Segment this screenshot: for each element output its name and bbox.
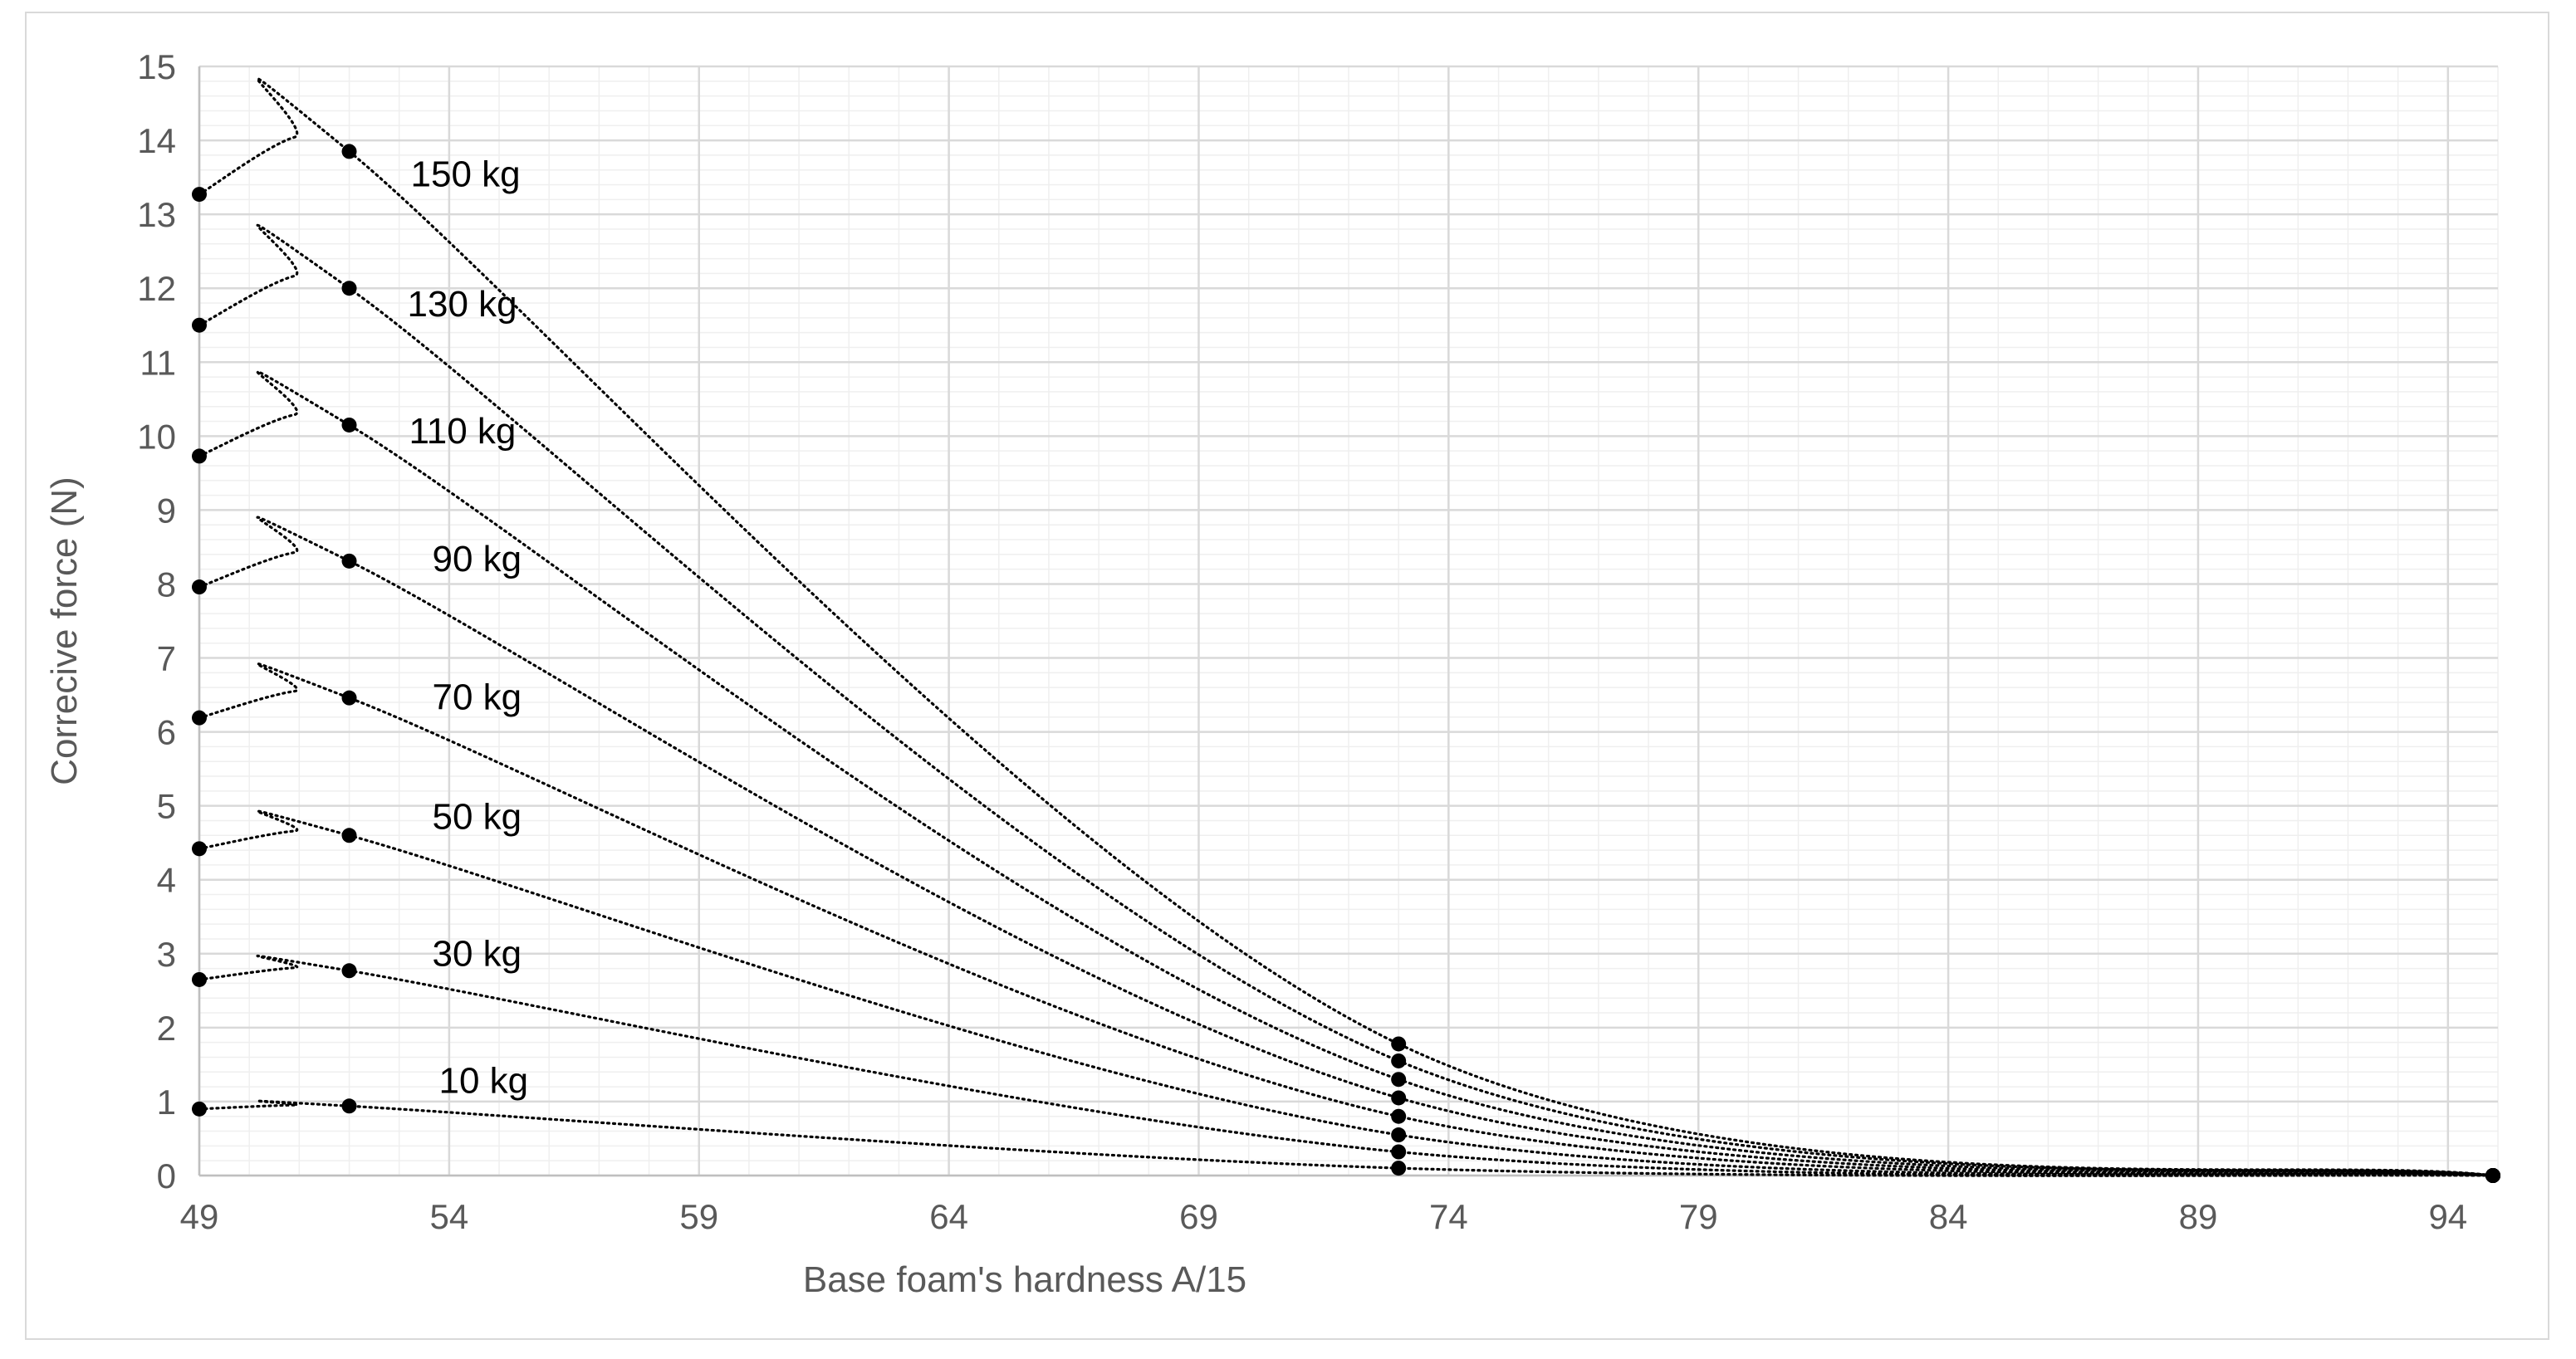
series-labels: 10 kg 30 kg 50 kg 70 kg 90 kg 110 kg 130 kg 150… — [408, 154, 529, 1101]
series-line-30-kg — [198, 954, 2495, 1177]
x-tick-label: 84 — [1929, 1197, 1968, 1236]
data-point-150-kg — [341, 144, 357, 159]
y-tick-label: 11 — [140, 343, 176, 382]
x-tick-label: 74 — [1429, 1197, 1468, 1236]
y-tick-label: 13 — [137, 195, 176, 234]
y-tick-label: 5 — [157, 787, 176, 826]
y-tick-label: 14 — [137, 121, 176, 160]
series-label-10-kg: 10 kg — [439, 1060, 529, 1101]
series-lines — [198, 77, 2495, 1177]
series-label-150-kg: 150 kg — [411, 154, 521, 194]
series-line-90-kg — [198, 516, 2495, 1177]
data-point-110-kg — [341, 417, 357, 433]
data-point-70-kg — [192, 710, 207, 726]
chart-frame — [25, 12, 2549, 1340]
y-tick-label: 15 — [137, 47, 176, 86]
data-point-130-kg — [192, 317, 207, 333]
x-tick-label: 54 — [430, 1197, 469, 1236]
series-line-110-kg — [198, 370, 2495, 1177]
data-point-10-kg — [1391, 1161, 1407, 1176]
x-tick-label: 49 — [180, 1197, 219, 1236]
series-markers — [192, 144, 2500, 1183]
data-point-10-kg — [341, 1098, 357, 1114]
y-tick-label: 2 — [157, 1009, 176, 1048]
y-tick-label: 9 — [157, 491, 176, 530]
series-line-130-kg — [198, 223, 2495, 1177]
data-point-70-kg — [1391, 1108, 1407, 1124]
data-point-30-kg — [192, 971, 207, 987]
data-point-50-kg — [1391, 1127, 1407, 1143]
series-line-70-kg — [198, 662, 2495, 1177]
data-point-150-kg — [192, 187, 207, 203]
y-tick-label: 6 — [157, 713, 176, 752]
data-point-110-kg — [1391, 1072, 1407, 1088]
data-point-90-kg — [1391, 1090, 1407, 1106]
series-label-110-kg: 110 kg — [409, 411, 517, 452]
y-tick-label: 3 — [157, 935, 176, 974]
series-label-90-kg: 90 kg — [433, 539, 522, 579]
series-label-70-kg: 70 kg — [433, 677, 522, 718]
axes — [198, 66, 2498, 1177]
data-point-130-kg — [341, 281, 357, 296]
data-point-150-kg — [1391, 1036, 1407, 1052]
data-point-50-kg — [192, 841, 207, 857]
data-point-130-kg — [1391, 1053, 1407, 1068]
data-point-90-kg — [192, 579, 207, 595]
y-tick-label: 10 — [137, 417, 176, 456]
y-tick-label: 1 — [157, 1083, 176, 1122]
y-tick-label: 8 — [157, 565, 176, 604]
series-line-10-kg — [198, 1099, 2495, 1177]
x-tick-labels: 49 54 59 64 69 74 79 84 89 94 — [180, 1197, 2468, 1236]
y-axis-title: Correcive force (N) — [44, 477, 85, 785]
x-tick-label: 94 — [2428, 1197, 2467, 1236]
series-line-150-kg — [198, 77, 2495, 1177]
series-label-50-kg: 50 kg — [433, 796, 522, 837]
y-tick-label: 4 — [157, 861, 176, 900]
series-line-50-kg — [198, 809, 2495, 1177]
data-point-150-kg — [2485, 1168, 2500, 1183]
series-label-130-kg: 130 kg — [408, 284, 517, 325]
x-tick-label: 89 — [2179, 1197, 2218, 1236]
data-point-90-kg — [341, 553, 357, 569]
data-point-10-kg — [192, 1101, 207, 1117]
data-point-30-kg — [341, 963, 357, 979]
y-tick-label: 7 — [157, 639, 176, 678]
x-tick-label: 69 — [1179, 1197, 1218, 1236]
series-label-30-kg: 30 kg — [433, 933, 522, 974]
data-point-30-kg — [1391, 1144, 1407, 1160]
x-tick-label: 59 — [679, 1197, 718, 1236]
x-tick-label: 79 — [1679, 1197, 1718, 1236]
x-tick-label: 64 — [929, 1197, 968, 1236]
data-point-110-kg — [192, 448, 207, 464]
y-tick-label: 0 — [157, 1156, 176, 1195]
x-axis-title: Base foam's hardness A/15 — [803, 1259, 1246, 1300]
data-point-70-kg — [341, 690, 357, 706]
y-tick-label: 12 — [137, 269, 176, 308]
data-point-50-kg — [341, 828, 357, 843]
